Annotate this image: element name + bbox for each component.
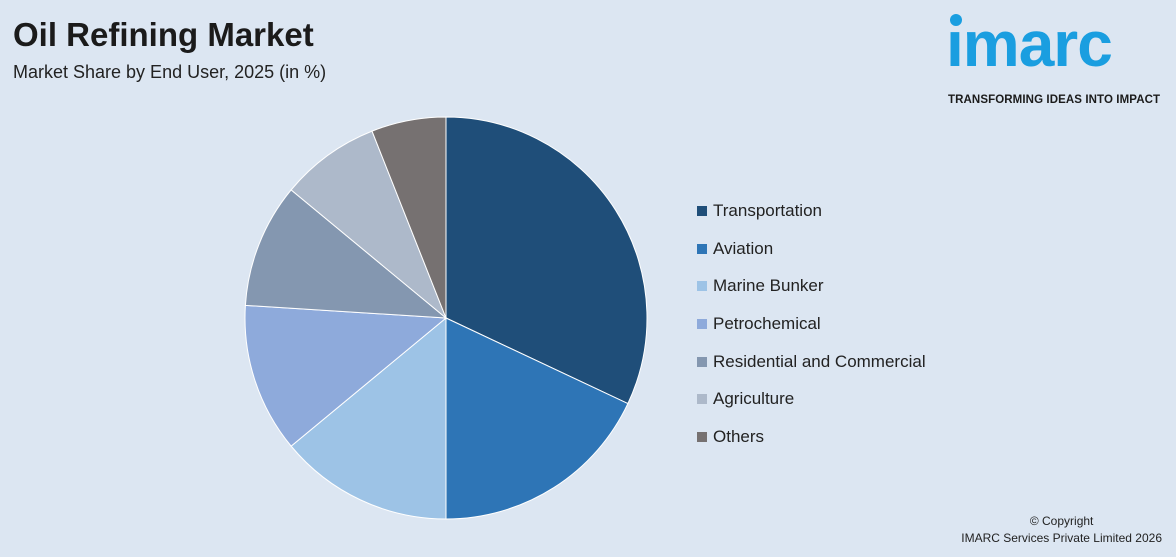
legend-swatch xyxy=(697,205,707,216)
pie-slice-transportation xyxy=(445,116,648,405)
legend-swatch xyxy=(697,356,707,367)
legend-item: Others xyxy=(697,418,926,456)
legend-swatch xyxy=(697,243,707,254)
legend-swatch xyxy=(697,431,707,442)
legend-swatch xyxy=(697,318,707,329)
chart-legend: Transportation Aviation Marine Bunker Petro… xyxy=(697,192,926,456)
copyright-line-2: IMARC Services Private Limited 2026 xyxy=(961,531,1162,545)
legend-item: Transportation xyxy=(697,192,926,230)
pie-slice-aviation xyxy=(445,317,629,520)
pie-slices xyxy=(244,116,648,520)
legend-item: Marine Bunker xyxy=(697,267,926,305)
legend-item: Petrochemical xyxy=(697,305,926,343)
legend-label: Petrochemical xyxy=(713,313,821,333)
copyright-notice: © Copyright IMARC Services Private Limit… xyxy=(961,513,1162,547)
page-title: Oil Refining Market xyxy=(13,16,314,53)
pie-slice-residential-and-commercial xyxy=(244,189,448,319)
legend-item: Agriculture xyxy=(697,380,926,418)
imarc-logo: ımarc TRANSFORMING IDEAS INTO IMPACT xyxy=(946,12,1170,108)
pie-slice-others xyxy=(371,116,447,319)
legend-item: Aviation xyxy=(697,230,926,268)
logo-wordmark: ımarc xyxy=(946,8,1113,80)
legend-label: Marine Bunker xyxy=(713,276,824,296)
pie-slice-agriculture xyxy=(290,130,447,319)
legend-label: Others xyxy=(713,426,765,446)
logo-tagline: TRANSFORMING IDEAS INTO IMPACT xyxy=(948,94,1161,106)
legend-label: Aviation xyxy=(713,238,774,258)
legend-swatch xyxy=(697,281,707,292)
legend-label: Agriculture xyxy=(713,389,795,409)
legend-swatch xyxy=(697,394,707,405)
copyright-line-1: © Copyright xyxy=(1029,514,1094,528)
legend-item: Residential and Commercial xyxy=(697,343,926,381)
legend-label: Transportation xyxy=(713,200,822,220)
legend-label: Residential and Commercial xyxy=(713,351,926,371)
chart-subtitle: Market Share by End User, 2025 (in %) xyxy=(13,62,327,82)
pie-slice-petrochemical xyxy=(244,304,448,447)
logo-dot-icon xyxy=(950,14,962,26)
pie-slice-marine-bunker xyxy=(290,316,447,520)
